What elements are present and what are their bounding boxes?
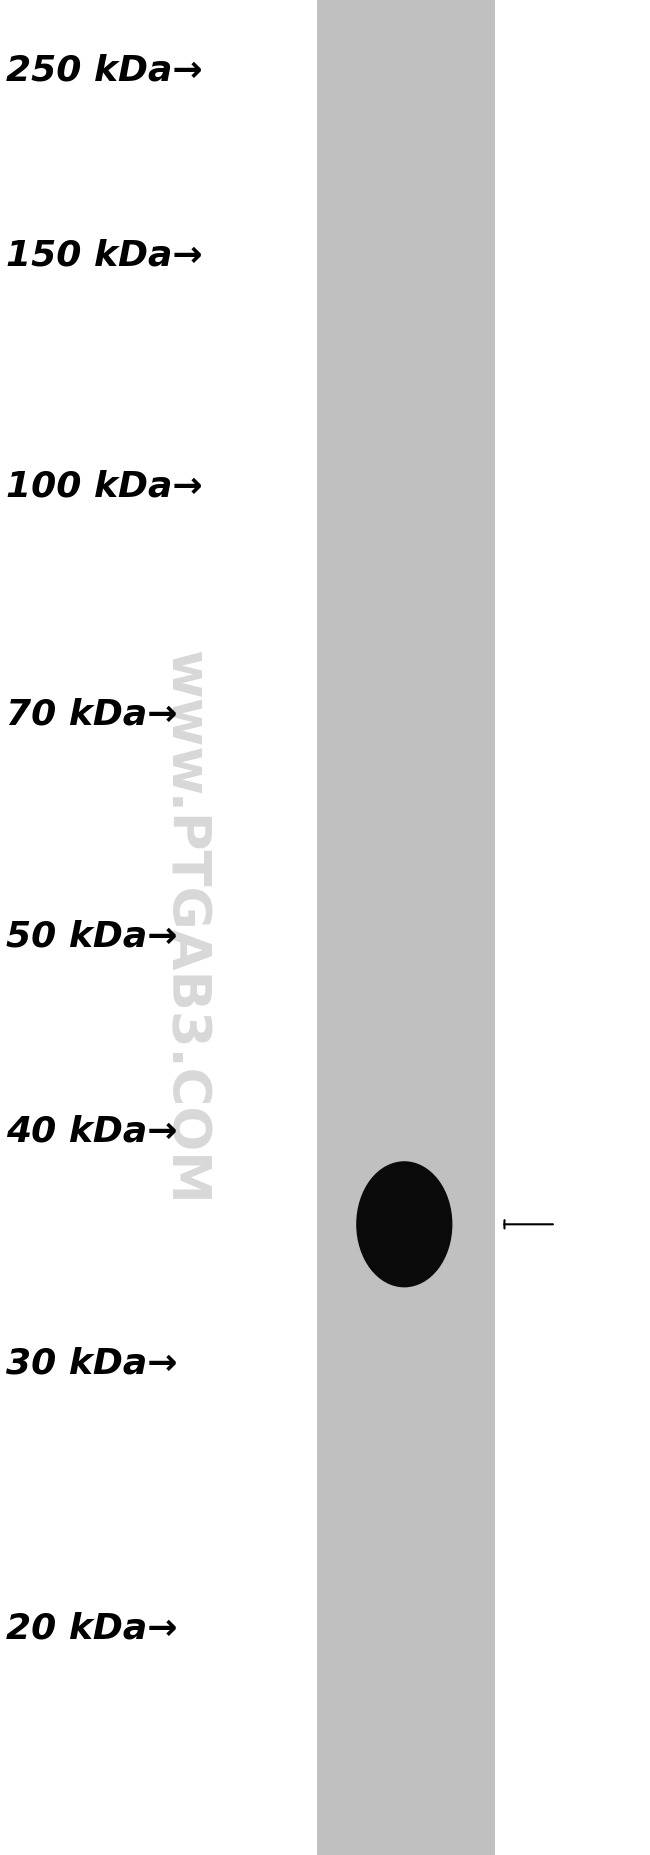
Text: 100 kDa→: 100 kDa→ [6, 469, 203, 503]
Text: 20 kDa→: 20 kDa→ [6, 1612, 178, 1645]
Text: 250 kDa→: 250 kDa→ [6, 54, 203, 87]
Text: 40 kDa→: 40 kDa→ [6, 1115, 178, 1148]
Text: 50 kDa→: 50 kDa→ [6, 920, 178, 953]
Bar [317, 0, 495, 1855]
Text: www.PTGAB3.COM: www.PTGAB3.COM [159, 649, 211, 1206]
Ellipse shape [356, 1161, 452, 1287]
Text: 30 kDa→: 30 kDa→ [6, 1347, 178, 1380]
Text: 70 kDa→: 70 kDa→ [6, 697, 178, 731]
Text: 150 kDa→: 150 kDa→ [6, 239, 203, 273]
